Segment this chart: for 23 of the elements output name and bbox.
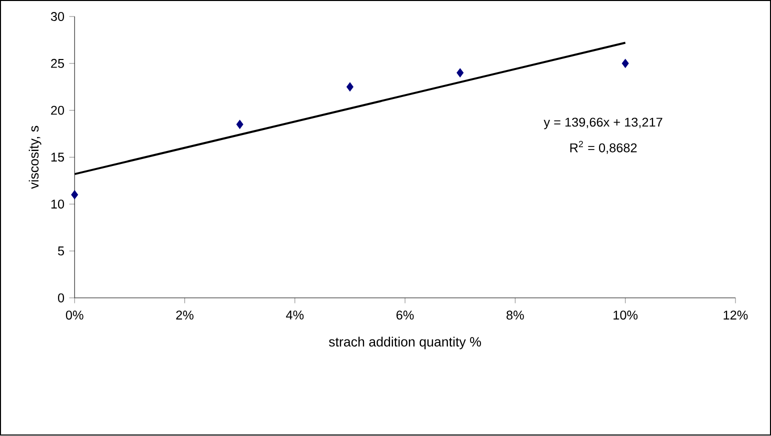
point <box>346 82 354 92</box>
y-tick-label: 20 <box>51 106 64 116</box>
annotation: y = 139,66x + 13,217 <box>544 118 662 130</box>
point <box>71 190 78 200</box>
x-tick-label: 0% <box>66 310 84 320</box>
x-axis-title: strach addition quantity % <box>328 336 481 350</box>
annotation: R$^{2}$ = 0,8682 <box>570 141 637 154</box>
y-tick-label: 30 <box>50 12 64 22</box>
y-tick-label: 5 <box>58 246 64 256</box>
x-tick-label: 12% <box>724 310 748 320</box>
y-axis-title: viscosity, s <box>28 126 42 190</box>
x-tick-label: 2% <box>176 310 194 320</box>
point <box>236 120 244 130</box>
x-tick-label: 8% <box>506 310 524 320</box>
x-tick-label: 10% <box>614 310 638 320</box>
y-tick-label: 25 <box>51 59 64 68</box>
x-tick-label: 4% <box>286 310 304 320</box>
y-tick-label: 15 <box>51 152 64 162</box>
point <box>456 68 464 78</box>
y-tick-label: 0 <box>58 294 64 303</box>
point <box>622 59 629 68</box>
y-tick-label: 10 <box>51 200 64 209</box>
x-tick-label: 6% <box>396 310 414 320</box>
